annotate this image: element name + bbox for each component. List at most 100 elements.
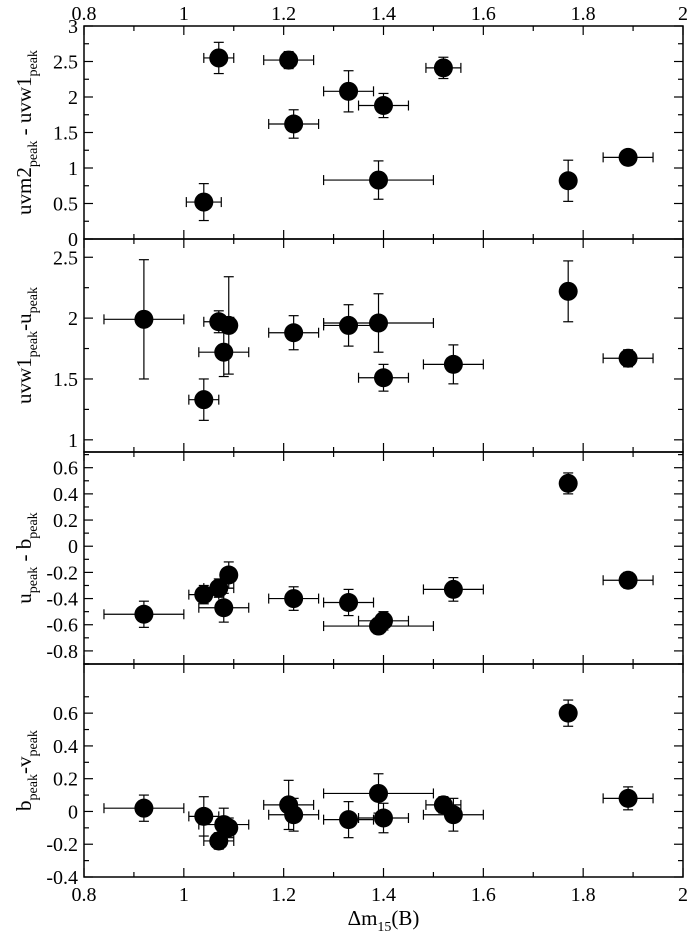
marker <box>219 818 239 838</box>
y-tick-label: -0.2 <box>46 834 78 856</box>
panel-1: 0 0.5 1 1.5 2 2.5 3 uvm2peak - uvw1peak <box>12 16 684 251</box>
data-point <box>198 327 250 378</box>
data-point <box>323 773 435 814</box>
data-point <box>602 786 654 811</box>
data-point <box>558 472 578 495</box>
data-point <box>323 304 375 347</box>
data-point <box>422 577 484 602</box>
marker <box>194 390 214 410</box>
data-point <box>263 50 315 70</box>
data-point <box>188 378 220 421</box>
y-axis-label: bpeak-vpeak <box>12 730 41 811</box>
x-tick-label-bottom: 1.6 <box>471 884 496 906</box>
data-point <box>323 801 375 839</box>
data-point <box>219 276 239 375</box>
marker <box>284 589 304 609</box>
data-point <box>425 56 462 80</box>
marker <box>369 783 389 803</box>
data-point <box>558 260 578 323</box>
y-tick-label: 0.2 <box>53 769 78 791</box>
x-tick-label-top: 2 <box>678 3 688 25</box>
y-tick-label: 0.4 <box>53 484 78 506</box>
marker <box>339 315 359 335</box>
data-point <box>203 41 235 75</box>
data-point <box>103 259 185 380</box>
panel-frame <box>83 25 684 240</box>
marker <box>134 604 154 624</box>
x-tick-label-bottom: 1.2 <box>271 884 296 906</box>
x-tick-label-top: 1.4 <box>371 3 396 25</box>
y-tick-label: 1 <box>68 158 78 180</box>
marker <box>284 805 304 825</box>
marker <box>618 348 638 368</box>
marker <box>443 579 463 599</box>
data-point <box>103 794 185 822</box>
data-point <box>188 796 220 837</box>
data-point <box>357 611 410 631</box>
x-tick-label-bottom: 1 <box>179 884 189 906</box>
panel-3: -0.8 -0.6 -0.4 -0.2 0 0.2 0.4 0.6 upeak - bpeak <box>12 451 684 665</box>
marker <box>339 810 359 830</box>
panel-4: -0.4 -0.2 0 0.2 0.4 0.6 bpeak-vpeak <box>12 663 684 889</box>
marker <box>618 147 638 167</box>
marker <box>369 170 389 190</box>
marker <box>219 315 239 335</box>
y-tick-label: -0.8 <box>46 641 78 663</box>
data-point <box>602 348 654 368</box>
y-tick-label: 1 <box>68 430 78 452</box>
y-axis-label: uvm2peak - uvw1peak <box>12 50 41 215</box>
y-tick-label: -0.6 <box>46 615 78 637</box>
x-tick-label-bottom: 2 <box>678 884 688 906</box>
data-point <box>268 315 320 351</box>
marker <box>618 788 638 808</box>
panel-2: 1 1.5 2 2.5 uvw1peak-upeak <box>12 238 684 453</box>
data-point <box>323 70 375 113</box>
marker <box>374 96 393 116</box>
y-tick-label: 0.2 <box>53 510 78 532</box>
y-tick-label: 0.6 <box>53 458 78 480</box>
y-tick-label: -0.4 <box>46 589 78 611</box>
marker <box>284 114 304 134</box>
data-point <box>558 699 578 727</box>
data-point <box>357 92 410 119</box>
marker <box>558 281 578 301</box>
y-tick-label: 1.5 <box>53 369 78 391</box>
data-point <box>185 183 222 222</box>
marker <box>374 808 393 828</box>
x-tick-label-bottom: 1.8 <box>571 884 596 906</box>
data-point <box>323 293 435 353</box>
panel-frame <box>83 663 684 878</box>
x-tick-label-bottom: 0.8 <box>72 884 97 906</box>
y-tick-label: 0.6 <box>53 703 78 725</box>
marker <box>374 611 393 631</box>
y-tick-label: -0.2 <box>46 562 78 584</box>
x-tick-label-bottom: 1.4 <box>371 884 396 906</box>
x-tick-label-top: 0.8 <box>72 3 97 25</box>
y-tick-label: 0.5 <box>53 194 78 216</box>
y-tick-label: -0.4 <box>46 867 78 889</box>
data-point <box>219 817 239 839</box>
data-point <box>323 160 435 200</box>
marker <box>279 50 299 70</box>
marker <box>558 703 578 723</box>
marker <box>374 368 393 388</box>
marker <box>433 58 453 78</box>
marker <box>369 313 389 333</box>
data-point <box>602 570 654 590</box>
marker <box>194 585 214 605</box>
marker <box>443 354 463 374</box>
data-point <box>268 797 320 832</box>
x-tick-label-top: 1.8 <box>571 3 596 25</box>
y-axis-label: uvw1peak-upeak <box>12 287 41 404</box>
marker <box>339 592 359 612</box>
x-tick-label-top: 1.2 <box>271 3 296 25</box>
marker <box>284 323 304 343</box>
y-tick-label: 2.5 <box>53 52 78 74</box>
data-point <box>219 561 239 589</box>
y-tick-label: 3 <box>68 16 78 38</box>
data-point <box>268 109 320 139</box>
y-tick-label: 0 <box>68 801 78 823</box>
x-tick-label-top: 1.6 <box>471 3 496 25</box>
data-point <box>558 159 578 202</box>
data-point <box>422 797 484 832</box>
